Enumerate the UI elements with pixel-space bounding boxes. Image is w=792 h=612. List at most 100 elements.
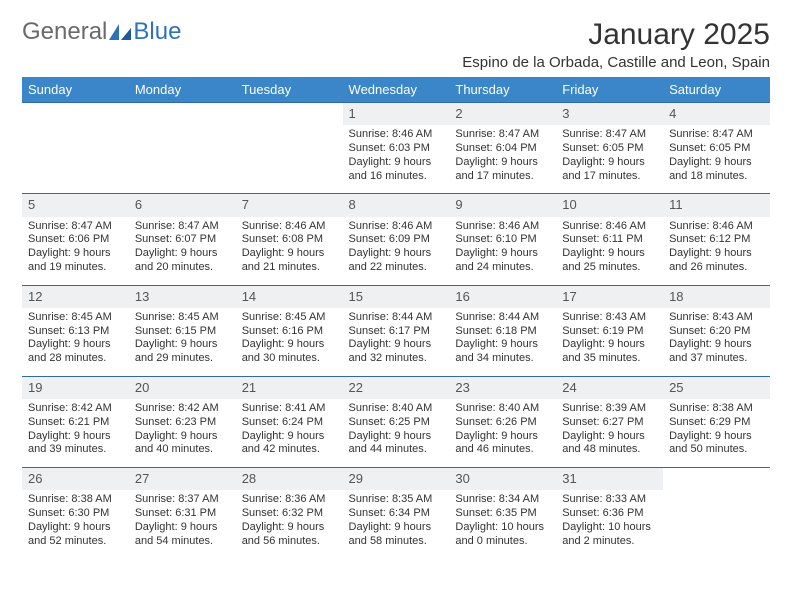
day-number: 19 <box>22 376 129 399</box>
sunset-line: Sunset: 6:23 PM <box>135 416 230 430</box>
month-title: January 2025 <box>462 18 770 52</box>
empty-day <box>663 468 770 491</box>
day-number: 24 <box>556 376 663 399</box>
daylight-line: Daylight: 9 hours and 42 minutes. <box>242 430 337 458</box>
day-number: 12 <box>22 285 129 308</box>
empty-day <box>129 125 236 194</box>
calendar-table: SundayMondayTuesdayWednesdayThursdayFrid… <box>22 77 770 558</box>
sunset-line: Sunset: 6:05 PM <box>562 142 657 156</box>
sunset-line: Sunset: 6:07 PM <box>135 233 230 247</box>
sunset-line: Sunset: 6:36 PM <box>562 507 657 521</box>
day-number: 27 <box>129 468 236 491</box>
sunrise-line: Sunrise: 8:42 AM <box>28 402 123 416</box>
daynum-row: 19202122232425 <box>22 376 770 399</box>
sunset-line: Sunset: 6:15 PM <box>135 325 230 339</box>
day-number: 15 <box>343 285 450 308</box>
sunrise-line: Sunrise: 8:41 AM <box>242 402 337 416</box>
day-number: 31 <box>556 468 663 491</box>
daynum-row: 1234 <box>22 103 770 126</box>
day-details: Sunrise: 8:35 AMSunset: 6:34 PMDaylight:… <box>343 490 450 558</box>
day-details: Sunrise: 8:47 AMSunset: 6:06 PMDaylight:… <box>22 217 129 286</box>
daylight-line: Daylight: 9 hours and 30 minutes. <box>242 338 337 366</box>
day-details: Sunrise: 8:46 AMSunset: 6:03 PMDaylight:… <box>343 125 450 194</box>
day-details: Sunrise: 8:44 AMSunset: 6:17 PMDaylight:… <box>343 308 450 377</box>
empty-day <box>129 103 236 126</box>
daylight-line: Daylight: 9 hours and 34 minutes. <box>455 338 550 366</box>
sunset-line: Sunset: 6:18 PM <box>455 325 550 339</box>
daylight-line: Daylight: 9 hours and 25 minutes. <box>562 247 657 275</box>
daylight-line: Daylight: 9 hours and 16 minutes. <box>349 156 444 184</box>
sunset-line: Sunset: 6:19 PM <box>562 325 657 339</box>
sunset-line: Sunset: 6:13 PM <box>28 325 123 339</box>
daylight-line: Daylight: 9 hours and 58 minutes. <box>349 521 444 549</box>
day-details: Sunrise: 8:46 AMSunset: 6:08 PMDaylight:… <box>236 217 343 286</box>
daylight-line: Daylight: 9 hours and 21 minutes. <box>242 247 337 275</box>
logo-sail-icon <box>107 22 133 42</box>
sunrise-line: Sunrise: 8:47 AM <box>28 220 123 234</box>
day-number: 6 <box>129 194 236 217</box>
day-number: 23 <box>449 376 556 399</box>
daylight-line: Daylight: 9 hours and 29 minutes. <box>135 338 230 366</box>
daylight-line: Daylight: 9 hours and 52 minutes. <box>28 521 123 549</box>
daylight-line: Daylight: 9 hours and 22 minutes. <box>349 247 444 275</box>
empty-day <box>22 103 129 126</box>
sunset-line: Sunset: 6:29 PM <box>669 416 764 430</box>
sunrise-line: Sunrise: 8:45 AM <box>28 311 123 325</box>
daylight-line: Daylight: 9 hours and 50 minutes. <box>669 430 764 458</box>
sunrise-line: Sunrise: 8:47 AM <box>669 128 764 142</box>
sunrise-line: Sunrise: 8:46 AM <box>242 220 337 234</box>
sunrise-line: Sunrise: 8:40 AM <box>455 402 550 416</box>
sunrise-line: Sunrise: 8:38 AM <box>669 402 764 416</box>
day-number: 13 <box>129 285 236 308</box>
logo: General Blue <box>22 18 181 46</box>
daynum-row: 567891011 <box>22 194 770 217</box>
sunrise-line: Sunrise: 8:39 AM <box>562 402 657 416</box>
sunset-line: Sunset: 6:12 PM <box>669 233 764 247</box>
weekday-header: Saturday <box>663 77 770 103</box>
sunrise-line: Sunrise: 8:34 AM <box>455 493 550 507</box>
sunset-line: Sunset: 6:04 PM <box>455 142 550 156</box>
day-number: 22 <box>343 376 450 399</box>
sunset-line: Sunset: 6:32 PM <box>242 507 337 521</box>
day-details: Sunrise: 8:42 AMSunset: 6:21 PMDaylight:… <box>22 399 129 468</box>
daylight-line: Daylight: 9 hours and 39 minutes. <box>28 430 123 458</box>
weekday-header: Wednesday <box>343 77 450 103</box>
sunrise-line: Sunrise: 8:45 AM <box>135 311 230 325</box>
daylight-line: Daylight: 9 hours and 17 minutes. <box>562 156 657 184</box>
day-details: Sunrise: 8:43 AMSunset: 6:19 PMDaylight:… <box>556 308 663 377</box>
daynum-row: 262728293031 <box>22 468 770 491</box>
day-details: Sunrise: 8:42 AMSunset: 6:23 PMDaylight:… <box>129 399 236 468</box>
day-details: Sunrise: 8:47 AMSunset: 6:05 PMDaylight:… <box>556 125 663 194</box>
empty-day <box>663 490 770 558</box>
sunset-line: Sunset: 6:03 PM <box>349 142 444 156</box>
day-number: 17 <box>556 285 663 308</box>
daylight-line: Daylight: 9 hours and 56 minutes. <box>242 521 337 549</box>
day-details: Sunrise: 8:47 AMSunset: 6:05 PMDaylight:… <box>663 125 770 194</box>
weekday-header: Sunday <box>22 77 129 103</box>
sunrise-line: Sunrise: 8:44 AM <box>349 311 444 325</box>
empty-day <box>236 125 343 194</box>
day-number: 10 <box>556 194 663 217</box>
sunrise-line: Sunrise: 8:46 AM <box>562 220 657 234</box>
day-details: Sunrise: 8:38 AMSunset: 6:29 PMDaylight:… <box>663 399 770 468</box>
sunset-line: Sunset: 6:20 PM <box>669 325 764 339</box>
empty-day <box>22 125 129 194</box>
day-number: 11 <box>663 194 770 217</box>
sunrise-line: Sunrise: 8:44 AM <box>455 311 550 325</box>
day-number: 14 <box>236 285 343 308</box>
calendar-body: 1234Sunrise: 8:46 AMSunset: 6:03 PMDayli… <box>22 103 770 559</box>
details-row: Sunrise: 8:38 AMSunset: 6:30 PMDaylight:… <box>22 490 770 558</box>
sunrise-line: Sunrise: 8:47 AM <box>135 220 230 234</box>
day-details: Sunrise: 8:45 AMSunset: 6:13 PMDaylight:… <box>22 308 129 377</box>
day-number: 30 <box>449 468 556 491</box>
sunrise-line: Sunrise: 8:43 AM <box>562 311 657 325</box>
day-details: Sunrise: 8:38 AMSunset: 6:30 PMDaylight:… <box>22 490 129 558</box>
day-details: Sunrise: 8:46 AMSunset: 6:10 PMDaylight:… <box>449 217 556 286</box>
sunset-line: Sunset: 6:24 PM <box>242 416 337 430</box>
sunrise-line: Sunrise: 8:36 AM <box>242 493 337 507</box>
weekday-header: Monday <box>129 77 236 103</box>
sunset-line: Sunset: 6:21 PM <box>28 416 123 430</box>
sunset-line: Sunset: 6:16 PM <box>242 325 337 339</box>
details-row: Sunrise: 8:47 AMSunset: 6:06 PMDaylight:… <box>22 217 770 286</box>
title-block: January 2025 Espino de la Orbada, Castil… <box>462 18 770 71</box>
